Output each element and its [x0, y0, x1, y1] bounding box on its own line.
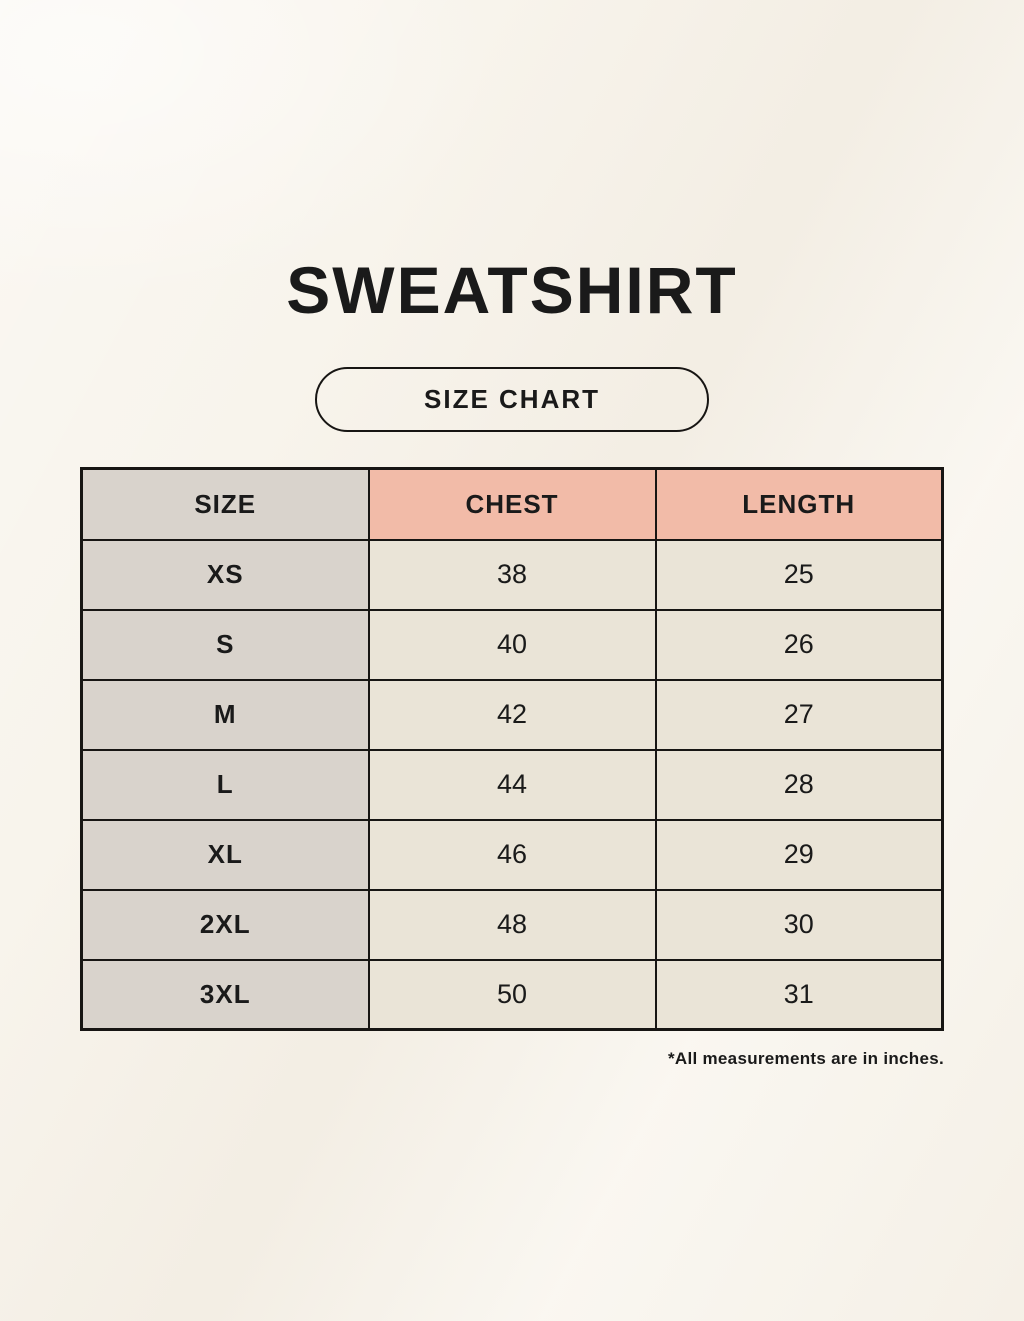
length-value: 31: [654, 958, 944, 1031]
length-value: 26: [654, 608, 944, 681]
length-value: 29: [654, 818, 944, 891]
chest-value: 38: [367, 538, 657, 611]
size-chart-table: SIZE CHEST LENGTH XS 38 25 S 40 26 M 42 …: [80, 467, 944, 1031]
table-row: XL 46 29: [80, 818, 944, 891]
length-value: 27: [654, 678, 944, 751]
chest-value: 44: [367, 748, 657, 821]
table-row: L 44 28: [80, 748, 944, 821]
size-label: L: [80, 748, 370, 821]
length-value: 30: [654, 888, 944, 961]
table-row: XS 38 25: [80, 538, 944, 611]
table-header-row: SIZE CHEST LENGTH: [80, 467, 944, 541]
size-label: 3XL: [80, 958, 370, 1031]
page-title: SWEATSHIRT: [286, 253, 738, 327]
table-row: 2XL 48 30: [80, 888, 944, 961]
size-label: M: [80, 678, 370, 751]
size-chart-badge: SIZE CHART: [315, 367, 709, 432]
measurements-note: *All measurements are in inches.: [667, 1049, 944, 1068]
chest-value: 48: [367, 888, 657, 961]
size-label: XL: [80, 818, 370, 891]
size-label: S: [80, 608, 370, 681]
length-value: 25: [654, 538, 944, 611]
table-row: 3XL 50 31: [80, 958, 944, 1031]
table-row: S 40 26: [80, 608, 944, 681]
chest-value: 40: [367, 608, 657, 681]
column-header-size: SIZE: [80, 467, 370, 541]
size-label: 2XL: [80, 888, 370, 961]
size-chart-badge-label: SIZE CHART: [424, 384, 600, 414]
length-value: 28: [654, 748, 944, 821]
chest-value: 50: [367, 958, 657, 1031]
chest-value: 42: [367, 678, 657, 751]
column-header-chest: CHEST: [367, 467, 657, 541]
size-label: XS: [80, 538, 370, 611]
table-row: M 42 27: [80, 678, 944, 751]
chest-value: 46: [367, 818, 657, 891]
column-header-length: LENGTH: [654, 467, 944, 541]
